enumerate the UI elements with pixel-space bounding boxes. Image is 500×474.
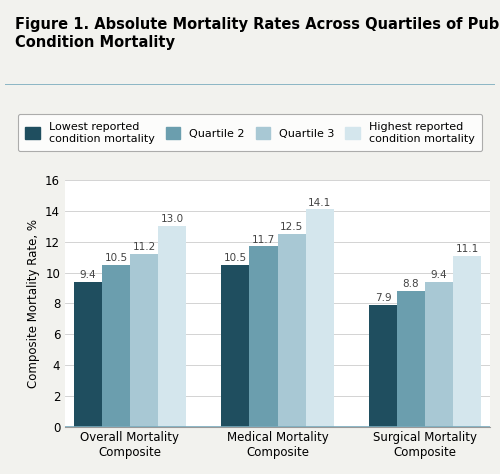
Text: 9.4: 9.4 xyxy=(431,270,448,280)
Bar xyxy=(369,305,397,427)
Bar xyxy=(102,265,130,427)
Bar xyxy=(425,282,453,427)
Text: 13.0: 13.0 xyxy=(160,215,184,225)
Bar xyxy=(74,282,102,427)
Bar xyxy=(306,210,334,427)
Bar xyxy=(278,234,305,427)
Bar xyxy=(222,265,250,427)
Bar xyxy=(158,227,186,427)
Legend: Lowest reported
condition mortality, Quartile 2, Quartile 3, Highest reported
co: Lowest reported condition mortality, Qua… xyxy=(18,114,482,151)
Text: 11.1: 11.1 xyxy=(456,244,479,254)
Bar xyxy=(250,246,278,427)
Text: 9.4: 9.4 xyxy=(80,270,96,280)
Text: 12.5: 12.5 xyxy=(280,222,303,232)
Text: 10.5: 10.5 xyxy=(104,253,128,263)
Text: 7.9: 7.9 xyxy=(374,293,392,303)
Text: 11.7: 11.7 xyxy=(252,235,275,245)
Text: 10.5: 10.5 xyxy=(224,253,247,263)
Text: 14.1: 14.1 xyxy=(308,198,331,208)
Text: Figure 1. Absolute Mortality Rates Across Quartiles of Publicly Reported
Conditi: Figure 1. Absolute Mortality Rates Acros… xyxy=(15,17,500,50)
Text: 11.2: 11.2 xyxy=(132,242,156,252)
Bar xyxy=(130,254,158,427)
Y-axis label: Composite Mortality Rate, %: Composite Mortality Rate, % xyxy=(26,219,40,388)
Text: 8.8: 8.8 xyxy=(402,279,419,289)
Bar xyxy=(397,291,425,427)
Bar xyxy=(453,255,481,427)
